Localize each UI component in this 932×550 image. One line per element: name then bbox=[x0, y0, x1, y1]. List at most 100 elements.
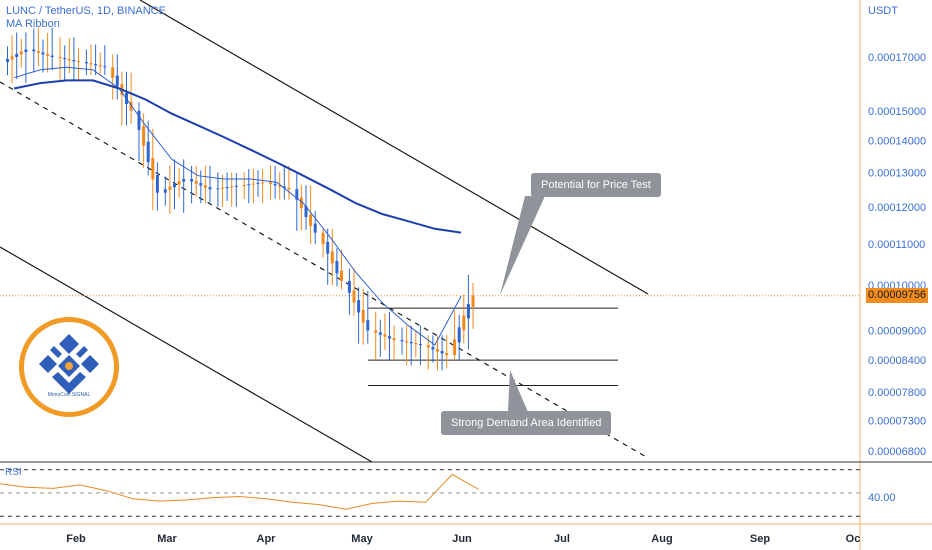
candle-body bbox=[137, 110, 141, 130]
candle-body bbox=[151, 158, 155, 180]
candle-body bbox=[313, 223, 317, 233]
candle-body bbox=[299, 197, 303, 209]
rsi-line bbox=[0, 473, 480, 510]
candle-body bbox=[256, 182, 260, 184]
symbol-title[interactable]: LUNC / TetherUS, 1D, BINANCE bbox=[6, 5, 166, 17]
callout-potential-pointer bbox=[500, 196, 545, 295]
rsi-label[interactable]: RSI bbox=[5, 467, 22, 478]
candle-body bbox=[374, 330, 378, 333]
candle-body bbox=[361, 309, 365, 323]
candle-body bbox=[326, 241, 330, 254]
candle-body bbox=[10, 56, 14, 60]
time-tick-label: Sep bbox=[750, 533, 770, 545]
candle-body bbox=[203, 185, 207, 188]
candle-body bbox=[98, 65, 102, 67]
price-tick-label: 0.00015000 bbox=[868, 106, 926, 118]
time-tick-label: Mar bbox=[157, 533, 177, 545]
candle-body bbox=[129, 101, 133, 111]
candle-body bbox=[173, 183, 176, 188]
price-tick-label: 0.00007800 bbox=[868, 387, 926, 399]
candle-body bbox=[89, 63, 93, 65]
candle-body bbox=[426, 345, 430, 348]
time-tick-label: Jul bbox=[554, 533, 570, 545]
candle-body bbox=[383, 334, 387, 337]
candle-body bbox=[431, 347, 435, 350]
candle-body bbox=[269, 182, 272, 185]
time-tick-label: May bbox=[351, 533, 373, 545]
indicator-label[interactable]: MA Ribbon bbox=[6, 18, 60, 30]
candle-body bbox=[194, 181, 198, 184]
candle-body bbox=[378, 332, 382, 335]
candle-body bbox=[24, 49, 28, 52]
candle-body bbox=[216, 188, 220, 190]
candle-body bbox=[190, 179, 194, 182]
candle-body bbox=[46, 53, 50, 56]
candle-body bbox=[41, 52, 45, 55]
mid-trendline-dashed bbox=[0, 81, 649, 459]
candle-body bbox=[405, 341, 409, 343]
candle-body bbox=[261, 182, 265, 184]
candle-body bbox=[462, 315, 466, 331]
upper-trendline bbox=[139, 0, 649, 295]
candle-body bbox=[330, 251, 334, 264]
price-tick-label: 0.00011000 bbox=[868, 239, 925, 251]
candle-body bbox=[77, 61, 80, 63]
candle-body bbox=[436, 349, 439, 352]
candle-body bbox=[273, 183, 277, 186]
candle-body bbox=[414, 343, 418, 345]
time-tick-label: Aug bbox=[651, 533, 672, 545]
candle-body bbox=[111, 67, 115, 78]
candle-body bbox=[115, 75, 119, 87]
candle-body bbox=[309, 214, 313, 226]
time-tick-label: Apr bbox=[257, 533, 277, 545]
price-tick-label: 0.00013000 bbox=[868, 167, 926, 179]
diamond-logo-icon bbox=[39, 334, 99, 394]
time-tick-label: Oc bbox=[846, 533, 861, 545]
callout-potential: Potential for Price Test bbox=[531, 173, 661, 197]
price-tick-label: 0.00009000 bbox=[868, 325, 926, 337]
candle-body bbox=[163, 189, 167, 193]
candle-body bbox=[58, 57, 62, 59]
callout-demand-pointer bbox=[508, 370, 528, 412]
candle-body bbox=[321, 232, 325, 245]
chart-header: LUNC / TetherUS, 1D, BINANCE MA Ribbon bbox=[6, 5, 166, 31]
price-tick-label: 0.00012000 bbox=[868, 202, 926, 214]
candle-body bbox=[6, 58, 9, 63]
candle-body bbox=[440, 351, 444, 354]
candle-body bbox=[453, 339, 457, 356]
candle-body bbox=[295, 189, 299, 200]
price-tick-label: 0.00007300 bbox=[868, 415, 926, 427]
price-tick-label: 0.00017000 bbox=[868, 52, 926, 64]
candle-body bbox=[103, 66, 107, 68]
ma-slow-line bbox=[13, 79, 462, 234]
candle-body bbox=[242, 184, 246, 186]
time-tick-label: Feb bbox=[66, 533, 86, 545]
candle-body bbox=[182, 179, 186, 182]
ma-fast-line bbox=[13, 66, 462, 346]
candle-body bbox=[287, 187, 291, 190]
candle-body bbox=[352, 290, 356, 303]
candle-body bbox=[36, 50, 40, 53]
candle-body bbox=[155, 175, 159, 193]
candle-body bbox=[409, 342, 413, 344]
candle-body bbox=[168, 186, 172, 190]
candle-body bbox=[225, 186, 229, 188]
price-tick-label: 0.00006800 bbox=[868, 446, 926, 458]
candle-body bbox=[67, 59, 71, 61]
price-tick-label: 0.00014000 bbox=[868, 135, 926, 147]
lower-trendline bbox=[0, 246, 373, 463]
candle-body bbox=[142, 125, 146, 146]
rsi-tick-label: 40.00 bbox=[868, 492, 896, 504]
callout-demand: Strong Demand Area Identified bbox=[441, 411, 612, 435]
logo-caption: MonoCoin SIGNAL bbox=[47, 392, 91, 398]
candle-body bbox=[340, 270, 343, 281]
candle-body bbox=[234, 185, 238, 187]
candle-body bbox=[208, 187, 212, 190]
main-pane[interactable] bbox=[0, 0, 860, 462]
candle-body bbox=[15, 53, 19, 57]
candle-body bbox=[304, 206, 308, 217]
time-tick-label: Jun bbox=[452, 533, 472, 545]
candle-body bbox=[251, 183, 255, 185]
candle-body bbox=[418, 344, 422, 346]
